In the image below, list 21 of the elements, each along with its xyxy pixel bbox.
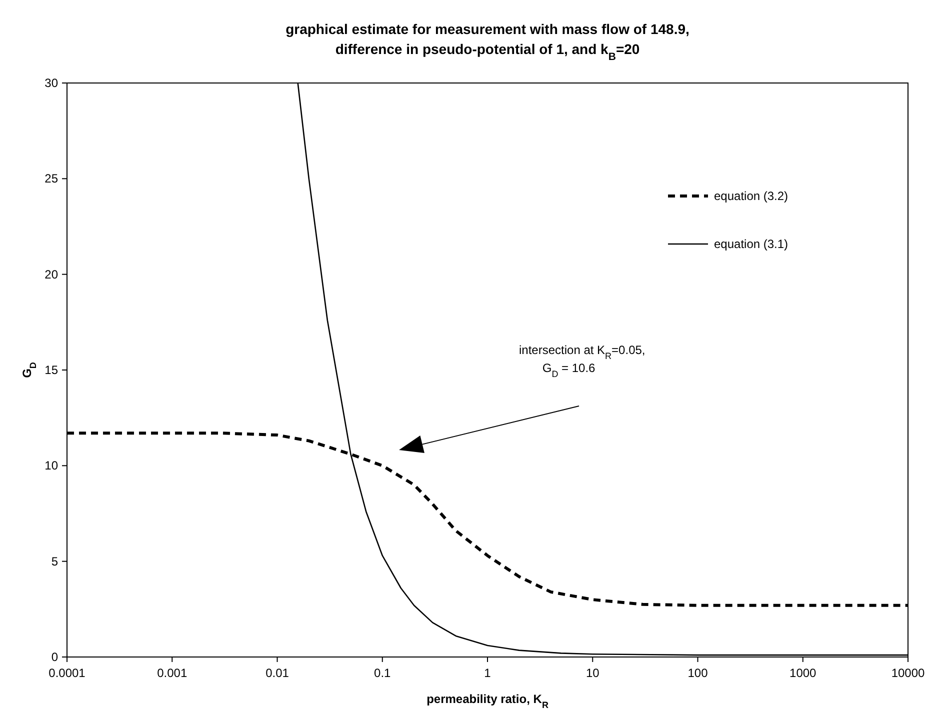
- legend-label: equation (3.2): [714, 189, 788, 203]
- x-tick-label: 0.001: [157, 666, 188, 680]
- x-axis-title: permeability ratio, K$_{R}$: [426, 692, 549, 710]
- y-tick-label: 30: [44, 76, 58, 90]
- text: intersection at K$_{R}$=0.05, G$_{D}$ = 10.6: [519, 343, 646, 379]
- legend-label: equation (3.1): [714, 237, 788, 251]
- x-tick-label: 10: [586, 666, 600, 680]
- y-tick-label: 0: [51, 650, 58, 664]
- y-tick-label: 5: [51, 554, 58, 568]
- x-tick-label: 100: [688, 666, 708, 680]
- x-tick-label: 0.0001: [48, 666, 86, 680]
- x-tick-label: 10000: [891, 666, 926, 680]
- y-tick-label: 15: [44, 363, 58, 377]
- x-tick-label: 0.01: [266, 666, 290, 680]
- x-tick-label: 1000: [790, 666, 817, 680]
- chart-title: graphical estimate for measurement with mass flow of 148.9, difference in pseudo-potential of 1, and k$_{B}$=20: [286, 21, 690, 63]
- y-tick-label: 25: [44, 172, 58, 186]
- y-tick-label: 20: [44, 267, 58, 282]
- y-tick-label: 10: [44, 458, 58, 473]
- x-tick-label: 1: [484, 666, 492, 680]
- x-tick-label: 0.1: [374, 666, 392, 680]
